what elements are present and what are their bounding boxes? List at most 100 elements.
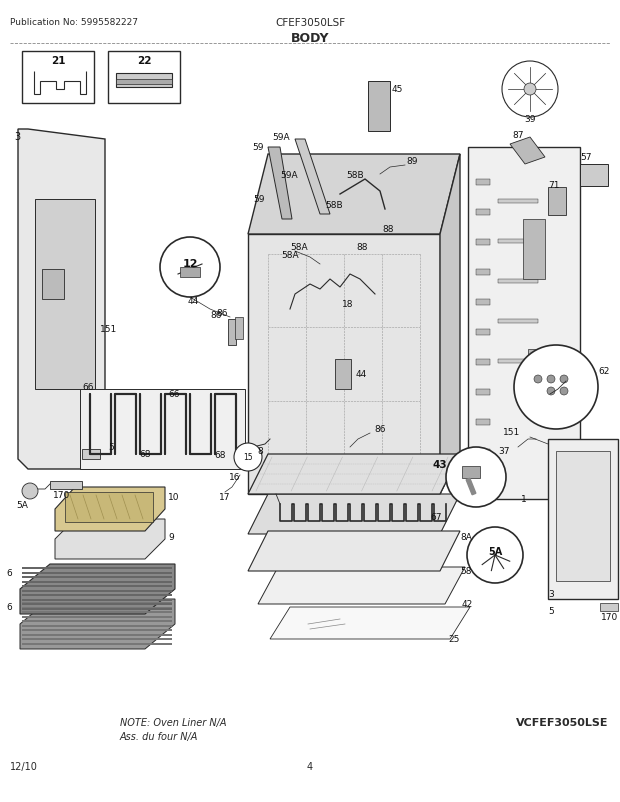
Bar <box>22 52 94 104</box>
Bar <box>108 52 180 104</box>
Bar <box>476 269 490 276</box>
Bar <box>476 180 490 186</box>
Text: 59: 59 <box>252 144 264 152</box>
Polygon shape <box>248 155 460 235</box>
Circle shape <box>22 484 38 500</box>
Text: 5A: 5A <box>16 501 28 510</box>
Polygon shape <box>248 455 460 494</box>
Polygon shape <box>440 155 460 494</box>
Circle shape <box>560 387 568 395</box>
Bar <box>368 82 390 132</box>
Bar <box>22 607 172 609</box>
Circle shape <box>160 237 220 298</box>
Text: 21: 21 <box>51 56 65 66</box>
Polygon shape <box>248 494 460 534</box>
Text: 4: 4 <box>307 761 313 771</box>
Bar <box>22 594 172 596</box>
Bar <box>476 390 490 395</box>
Text: 5: 5 <box>548 607 554 616</box>
Circle shape <box>234 444 262 472</box>
Polygon shape <box>295 140 330 215</box>
Polygon shape <box>55 488 165 532</box>
Text: 5: 5 <box>108 443 113 452</box>
Text: 59: 59 <box>254 195 265 205</box>
Text: Ass. du four N/A: Ass. du four N/A <box>120 731 198 741</box>
Polygon shape <box>258 567 465 604</box>
Polygon shape <box>18 130 105 469</box>
Bar <box>462 467 480 479</box>
Text: 43: 43 <box>433 460 447 469</box>
Bar <box>476 240 490 245</box>
Polygon shape <box>510 138 545 164</box>
Bar <box>22 585 172 587</box>
Bar <box>22 572 172 573</box>
Text: 66: 66 <box>82 383 94 392</box>
Text: 87: 87 <box>512 132 524 140</box>
Text: 17: 17 <box>219 493 231 502</box>
Bar <box>22 567 172 569</box>
Bar <box>498 240 538 244</box>
Text: 89: 89 <box>406 157 417 166</box>
Text: 16: 16 <box>229 473 241 482</box>
Text: VCFEF3050LSE: VCFEF3050LSE <box>515 717 608 727</box>
Text: 88: 88 <box>356 243 368 252</box>
Text: 44: 44 <box>356 370 367 379</box>
Text: 18: 18 <box>342 300 354 309</box>
Polygon shape <box>248 532 460 571</box>
Bar <box>498 320 538 323</box>
Text: 170: 170 <box>601 613 619 622</box>
Bar <box>22 630 172 631</box>
Circle shape <box>547 387 555 395</box>
Bar <box>600 603 618 611</box>
Bar <box>116 74 172 88</box>
Bar <box>498 200 538 204</box>
Bar <box>476 449 490 456</box>
Bar <box>476 359 490 366</box>
Text: 58B: 58B <box>325 200 343 209</box>
Text: 39: 39 <box>525 115 536 124</box>
Bar <box>523 220 545 280</box>
Text: 58A: 58A <box>281 250 299 259</box>
Polygon shape <box>20 599 175 649</box>
Bar <box>65 492 153 522</box>
Bar <box>22 581 172 583</box>
Text: 86: 86 <box>211 311 222 320</box>
Text: 10: 10 <box>168 493 180 502</box>
Text: 58: 58 <box>460 567 471 576</box>
Bar <box>116 80 172 85</box>
Text: 151: 151 <box>100 325 117 334</box>
Text: 3: 3 <box>14 132 20 142</box>
Bar <box>476 330 490 335</box>
Bar <box>22 642 172 645</box>
Text: 45: 45 <box>392 85 404 95</box>
Text: 3: 3 <box>548 589 554 599</box>
Polygon shape <box>20 565 175 614</box>
Bar <box>528 350 546 399</box>
Bar <box>556 452 610 581</box>
Bar <box>498 359 538 363</box>
Bar <box>22 602 172 604</box>
Circle shape <box>467 528 523 583</box>
Text: 12/10: 12/10 <box>10 761 38 771</box>
Text: 57: 57 <box>580 153 591 162</box>
Text: NOTE: Oven Liner N/A: NOTE: Oven Liner N/A <box>120 717 226 727</box>
Bar <box>476 300 490 306</box>
Bar <box>22 608 172 610</box>
Text: 86: 86 <box>216 309 228 318</box>
Text: BODY: BODY <box>291 32 329 45</box>
Circle shape <box>547 375 555 383</box>
Text: 86: 86 <box>374 425 386 434</box>
Bar <box>22 599 172 601</box>
Circle shape <box>524 84 536 96</box>
Text: 59A: 59A <box>272 133 290 142</box>
Text: 59A: 59A <box>280 170 298 180</box>
Bar <box>22 577 172 578</box>
Polygon shape <box>55 520 165 559</box>
Text: 170: 170 <box>53 491 71 500</box>
Bar <box>50 481 82 489</box>
Bar <box>22 616 172 618</box>
Bar <box>468 148 580 500</box>
Bar <box>476 210 490 216</box>
Polygon shape <box>248 235 440 494</box>
Bar <box>580 164 608 187</box>
